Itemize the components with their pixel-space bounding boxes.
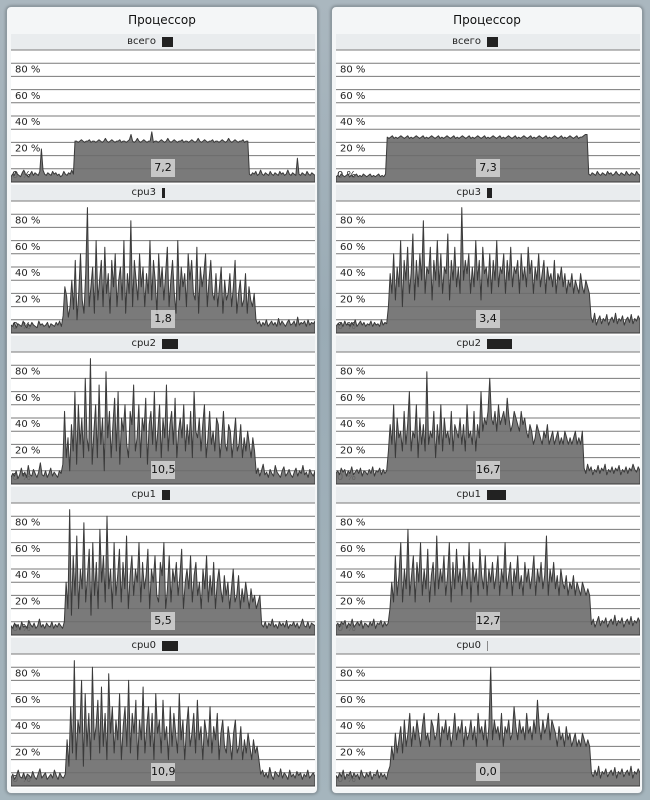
usage-area: [11, 131, 315, 183]
tick-label: 40 %: [340, 419, 365, 430]
tick-label: 60 %: [15, 393, 40, 404]
tick-label: 60 %: [15, 544, 40, 555]
cpu-gadget-right: Процессор 0 %20 %40 %60 %80 % всего 7,3 …: [331, 6, 643, 794]
usage-area: [336, 207, 640, 334]
current-value: 10,9: [151, 763, 176, 781]
tick-label: 40 %: [340, 721, 365, 732]
current-value: 7,2: [151, 159, 175, 177]
tick-label: 20 %: [340, 144, 365, 155]
graph-label: cpu3: [131, 187, 156, 198]
graph-label: cpu0: [131, 640, 156, 651]
current-value: 7,3: [476, 159, 500, 177]
tick-label: 60 %: [15, 695, 40, 706]
graph-label: cpu2: [456, 338, 481, 349]
tick-label: 80 %: [340, 517, 365, 528]
graph-label: cpu1: [456, 489, 481, 500]
usage-area: [336, 528, 640, 636]
tick-label: 80 %: [340, 366, 365, 377]
graph-label: всего: [452, 36, 481, 47]
load-indicator: [487, 339, 512, 349]
graph-label: cpu3: [456, 187, 481, 198]
usage-area: [11, 207, 315, 334]
load-indicator: [487, 641, 488, 651]
current-value: 3,4: [476, 310, 500, 328]
tick-label: 60 %: [15, 242, 40, 253]
tick-label: 80 %: [340, 64, 365, 75]
usage-area: [11, 509, 315, 636]
widget-title: Процессор: [453, 13, 521, 27]
tick-label: 20 %: [340, 446, 365, 457]
tick-label: 80 %: [15, 517, 40, 528]
current-value: 1,8: [151, 310, 175, 328]
usage-area: [336, 133, 640, 183]
tick-label: 60 %: [340, 544, 365, 555]
graph-cpu2: 0 %20 %40 %60 %80 % cpu2 16,7: [336, 336, 640, 486]
tick-label: 20 %: [15, 295, 40, 306]
widget-title: Процессор: [128, 13, 196, 27]
load-indicator: [487, 490, 506, 500]
usage-chart: 0 %20 %40 %60 %80 %: [11, 34, 315, 184]
tick-label: 80 %: [340, 668, 365, 679]
graph-cpu1: 0 %20 %40 %60 %80 % cpu1 12,7: [336, 487, 640, 637]
tick-label: 20 %: [340, 748, 365, 759]
usage-area: [336, 371, 640, 485]
tick-label: 20 %: [15, 748, 40, 759]
tick-label: 40 %: [340, 268, 365, 279]
current-value: 16,7: [476, 461, 501, 479]
tick-label: 80 %: [15, 215, 40, 226]
graph-cpu3: 0 %20 %40 %60 %80 % cpu3 3,4: [336, 185, 640, 335]
load-indicator: [162, 188, 165, 198]
usage-chart: 0 %20 %40 %60 %80 %: [336, 336, 640, 486]
tick-label: 20 %: [340, 597, 365, 608]
load-indicator: [162, 641, 178, 651]
tick-label: 40 %: [15, 419, 40, 430]
tick-label: 60 %: [340, 91, 365, 102]
graph-cpu2: 0 %20 %40 %60 %80 % cpu2 10,5: [11, 336, 315, 486]
tick-label: 40 %: [340, 570, 365, 581]
tick-label: 40 %: [15, 570, 40, 581]
graph-label: cpu2: [131, 338, 156, 349]
usage-area: [11, 358, 315, 485]
load-indicator: [162, 339, 178, 349]
graph-cpu3: 0 %20 %40 %60 %80 % cpu3 1,8: [11, 185, 315, 335]
tick-label: 20 %: [340, 295, 365, 306]
tick-label: 40 %: [340, 117, 365, 128]
load-indicator: [487, 188, 492, 198]
tick-label: 20 %: [15, 144, 40, 155]
graph-total: 0 %20 %40 %60 %80 % всего 7,2: [11, 34, 315, 184]
current-value: 10,5: [151, 461, 176, 479]
tick-label: 80 %: [15, 668, 40, 679]
tick-label: 40 %: [15, 117, 40, 128]
tick-label: 60 %: [340, 393, 365, 404]
tick-label: 80 %: [340, 215, 365, 226]
cpu-gadget-left: Процессор 0 %20 %40 %60 %80 % всего 7,2 …: [6, 6, 318, 794]
tick-label: 80 %: [15, 366, 40, 377]
graph-cpu0: 0 %20 %40 %60 %80 % cpu0 0,0: [336, 638, 640, 788]
graph-header: [336, 638, 640, 654]
tick-label: 80 %: [15, 64, 40, 75]
current-value: 0,0: [476, 763, 500, 781]
tick-label: 40 %: [15, 721, 40, 732]
tick-label: 60 %: [340, 695, 365, 706]
graph-cpu0: 0 %20 %40 %60 %80 % cpu0 10,9: [11, 638, 315, 788]
tick-label: 60 %: [15, 91, 40, 102]
graph-total: 0 %20 %40 %60 %80 % всего 7,3: [336, 34, 640, 184]
current-value: 5,5: [151, 612, 175, 630]
tick-label: 20 %: [15, 597, 40, 608]
tick-label: 60 %: [340, 242, 365, 253]
load-indicator: [162, 37, 173, 47]
graph-label: всего: [127, 36, 156, 47]
load-indicator: [162, 490, 170, 500]
graph-label: cpu1: [131, 489, 156, 500]
current-value: 12,7: [476, 612, 501, 630]
tick-label: 20 %: [15, 446, 40, 457]
usage-area: [336, 666, 640, 787]
tick-label: 40 %: [15, 268, 40, 279]
usage-area: [11, 660, 315, 787]
graph-label: cpu0: [456, 640, 481, 651]
load-indicator: [487, 37, 498, 47]
graph-cpu1: 0 %20 %40 %60 %80 % cpu1 5,5: [11, 487, 315, 637]
